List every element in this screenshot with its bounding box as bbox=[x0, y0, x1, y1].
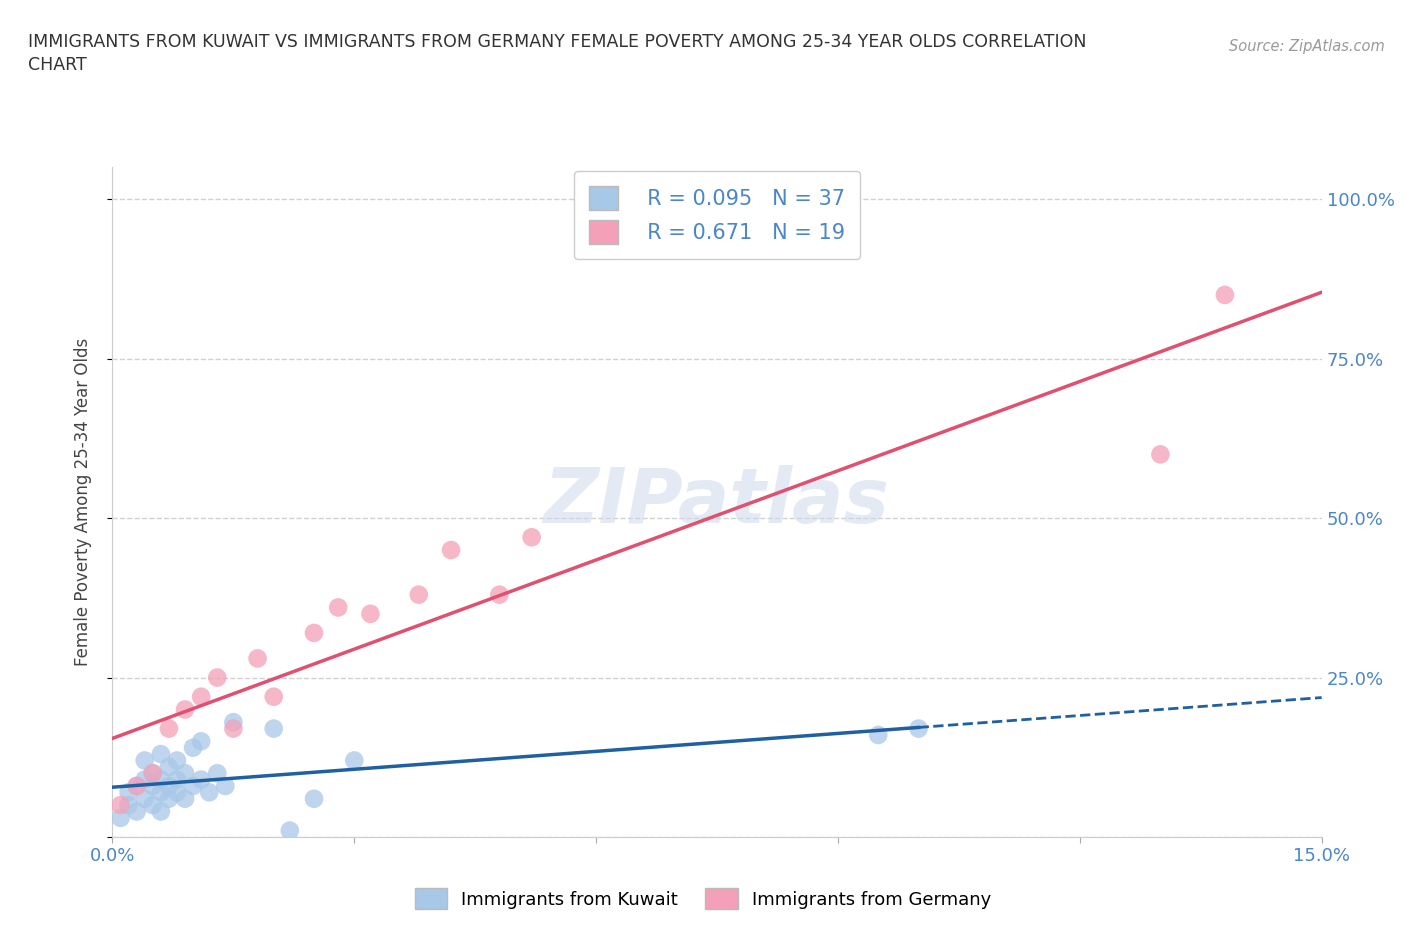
Point bbox=[110, 810, 132, 825]
Point bbox=[190, 689, 212, 704]
Point bbox=[343, 753, 366, 768]
Point bbox=[214, 778, 236, 793]
Point bbox=[142, 778, 165, 793]
Point bbox=[142, 765, 165, 780]
Point bbox=[157, 778, 180, 793]
Point bbox=[1213, 287, 1236, 302]
Point bbox=[198, 785, 221, 800]
Point bbox=[868, 727, 890, 742]
Point bbox=[125, 778, 148, 793]
Point bbox=[278, 823, 301, 838]
Point bbox=[222, 721, 245, 736]
Point bbox=[488, 587, 510, 602]
Point bbox=[125, 804, 148, 819]
Point bbox=[157, 721, 180, 736]
Point bbox=[181, 740, 204, 755]
Point bbox=[408, 587, 430, 602]
Point bbox=[110, 798, 132, 813]
Text: CHART: CHART bbox=[28, 56, 87, 73]
Point bbox=[907, 721, 929, 736]
Point bbox=[149, 747, 172, 762]
Point bbox=[263, 721, 285, 736]
Point bbox=[157, 791, 180, 806]
Point bbox=[302, 791, 325, 806]
Point bbox=[1149, 447, 1171, 462]
Point bbox=[134, 772, 156, 787]
Point bbox=[134, 791, 156, 806]
Point bbox=[181, 778, 204, 793]
Point bbox=[166, 772, 188, 787]
Point bbox=[222, 715, 245, 730]
Point bbox=[174, 791, 197, 806]
Point bbox=[149, 772, 172, 787]
Point bbox=[157, 760, 180, 775]
Point bbox=[246, 651, 269, 666]
Y-axis label: Female Poverty Among 25-34 Year Olds: Female Poverty Among 25-34 Year Olds bbox=[73, 339, 91, 666]
Point bbox=[190, 734, 212, 749]
Point bbox=[134, 753, 156, 768]
Text: Source: ZipAtlas.com: Source: ZipAtlas.com bbox=[1229, 39, 1385, 54]
Legend:   R = 0.095   N = 37,   R = 0.671   N = 19: R = 0.095 N = 37, R = 0.671 N = 19 bbox=[574, 171, 860, 259]
Point bbox=[207, 671, 229, 685]
Text: IMMIGRANTS FROM KUWAIT VS IMMIGRANTS FROM GERMANY FEMALE POVERTY AMONG 25-34 YEA: IMMIGRANTS FROM KUWAIT VS IMMIGRANTS FRO… bbox=[28, 33, 1087, 50]
Point bbox=[440, 542, 463, 557]
Point bbox=[142, 798, 165, 813]
Point bbox=[359, 606, 381, 621]
Legend: Immigrants from Kuwait, Immigrants from Germany: Immigrants from Kuwait, Immigrants from … bbox=[408, 881, 998, 916]
Point bbox=[263, 689, 285, 704]
Point bbox=[174, 765, 197, 780]
Point bbox=[520, 530, 543, 545]
Point bbox=[207, 765, 229, 780]
Point bbox=[190, 772, 212, 787]
Point bbox=[302, 626, 325, 641]
Point bbox=[166, 753, 188, 768]
Point bbox=[149, 804, 172, 819]
Point bbox=[166, 785, 188, 800]
Point bbox=[149, 785, 172, 800]
Point bbox=[142, 765, 165, 780]
Point bbox=[117, 785, 139, 800]
Point bbox=[328, 600, 350, 615]
Point bbox=[174, 702, 197, 717]
Point bbox=[125, 778, 148, 793]
Point bbox=[117, 798, 139, 813]
Text: ZIPatlas: ZIPatlas bbox=[544, 465, 890, 539]
